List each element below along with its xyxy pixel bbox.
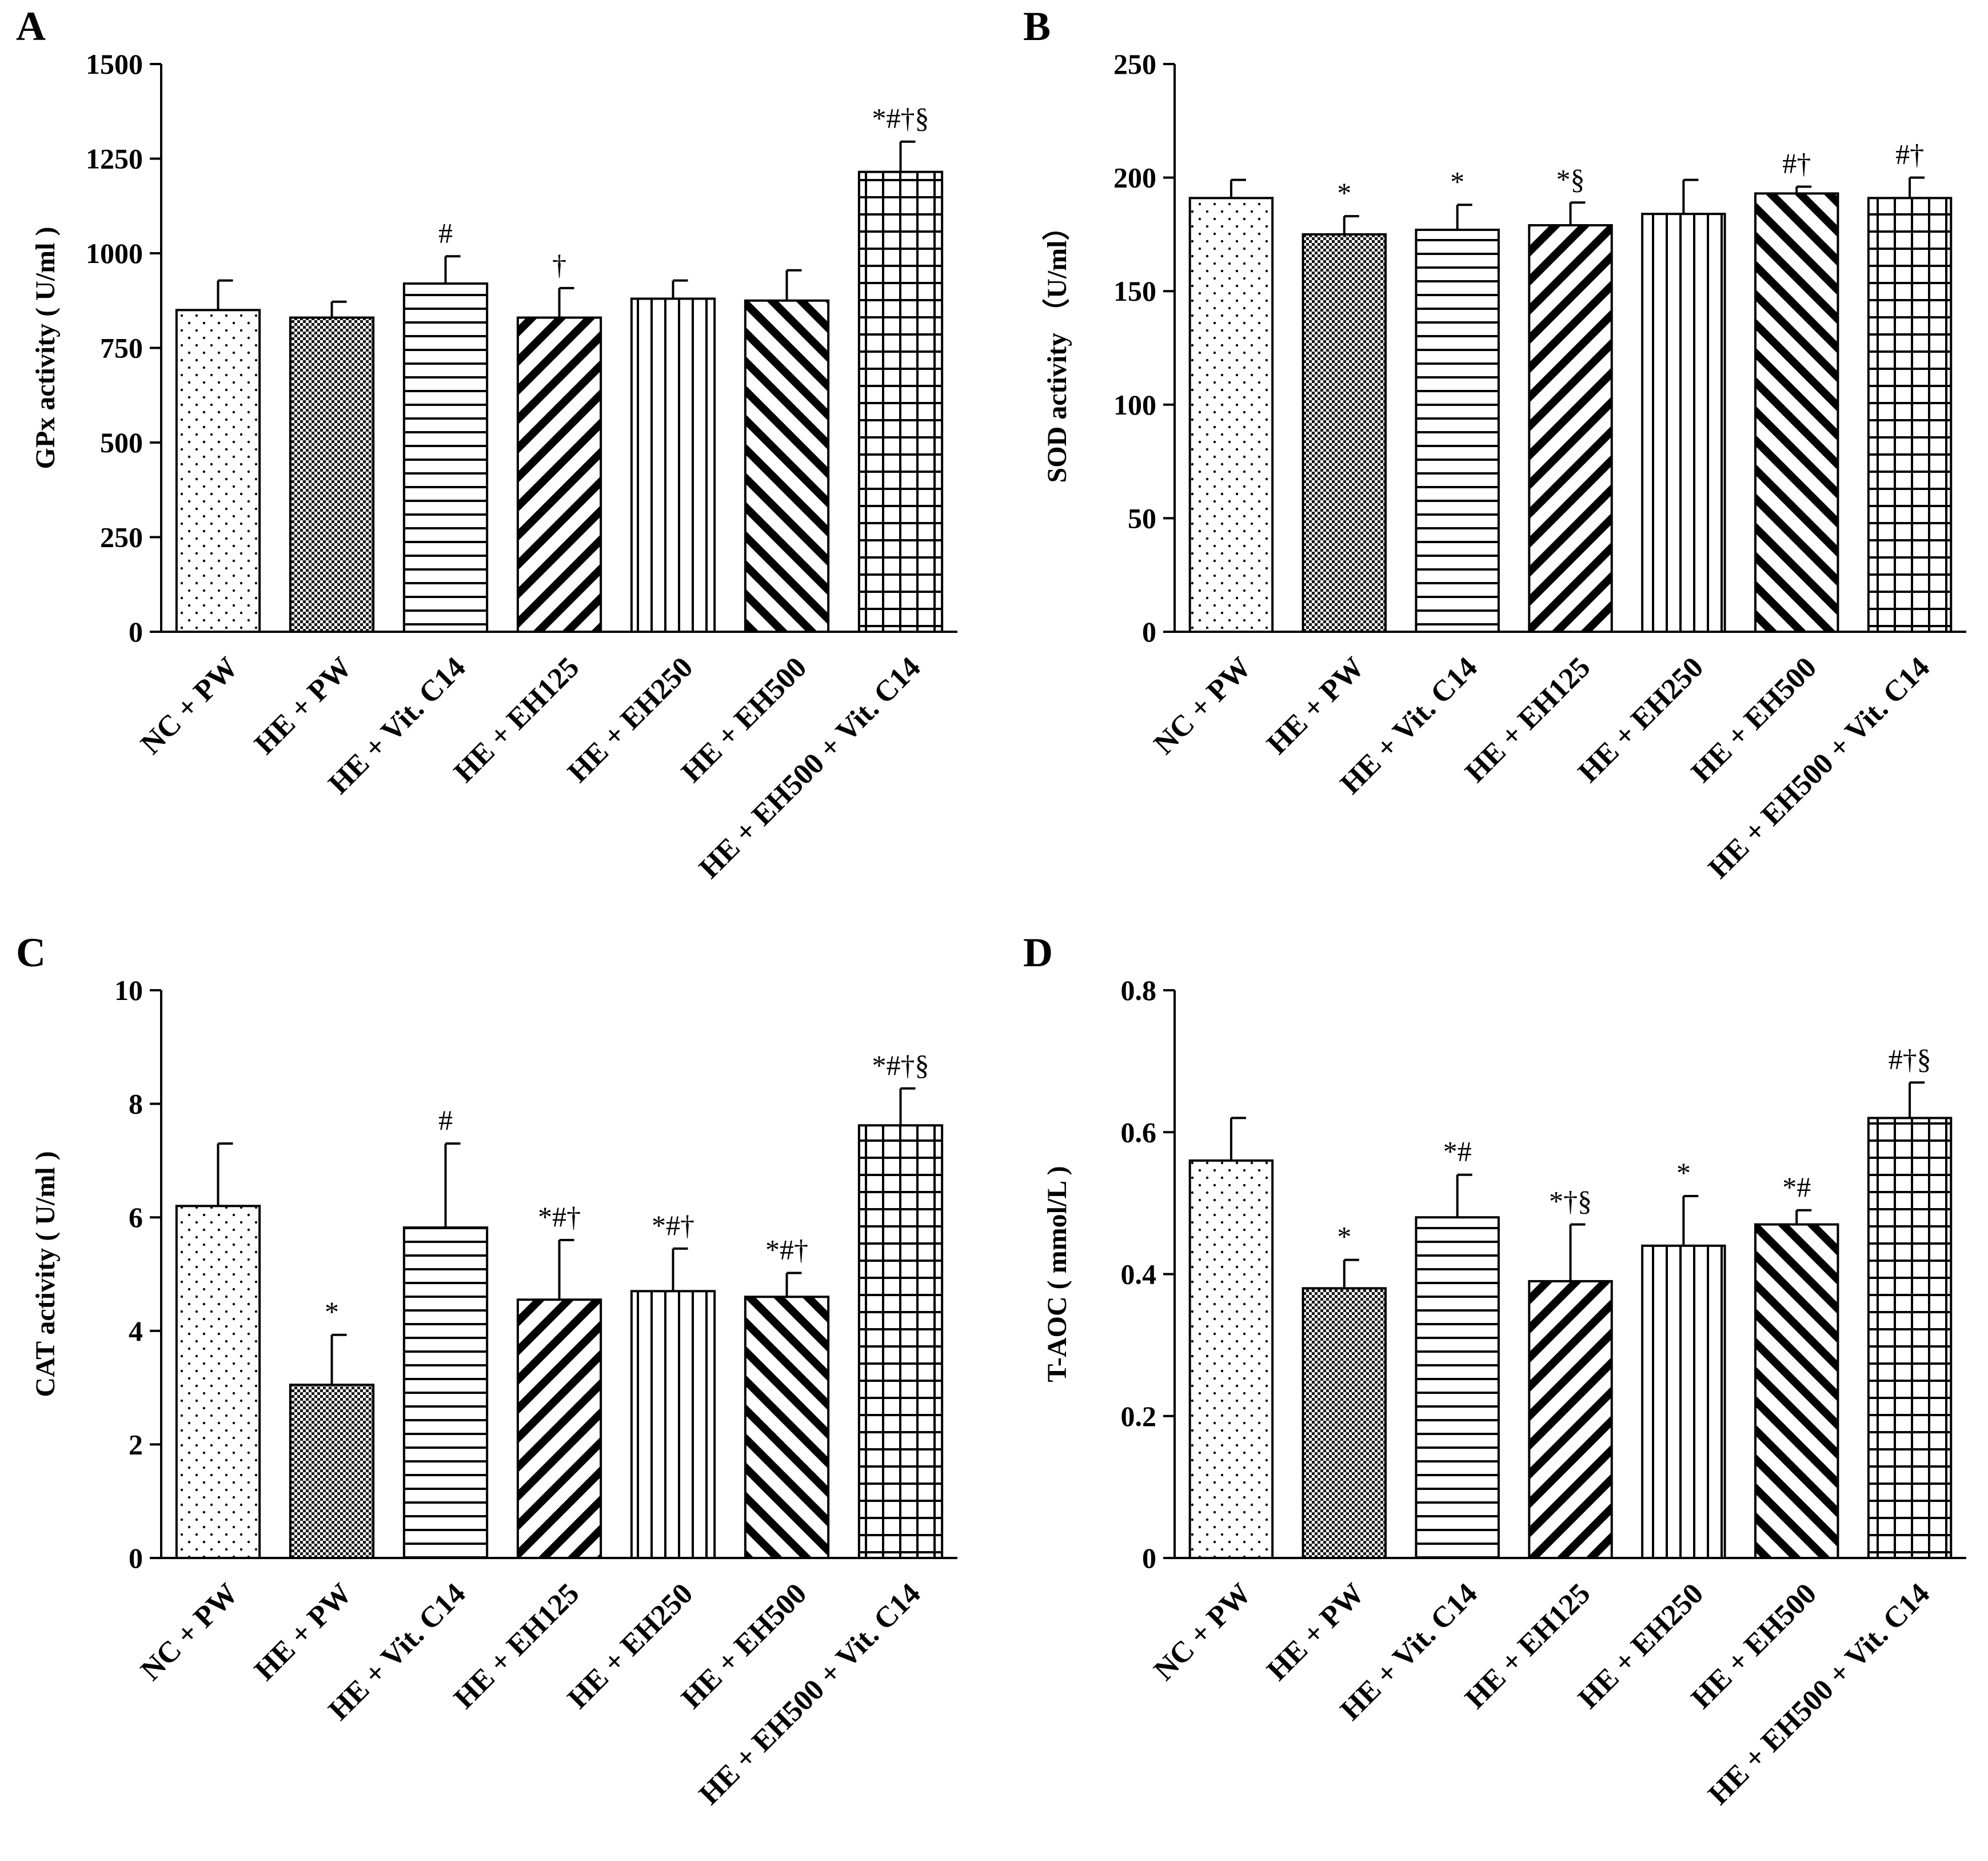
- panel-c-significance-label: *#†: [538, 1201, 581, 1233]
- panel-d-x-tick-label: NC + PW: [1148, 1577, 1258, 1687]
- panel-b-significance-label: #†: [1895, 138, 1924, 170]
- panel-b-significance-label: *: [1337, 177, 1351, 209]
- panel-b-y-tick-label: 150: [1113, 275, 1156, 307]
- panel-c-y-tick-label: 0: [129, 1542, 143, 1574]
- panel-d-significance-label: *†§: [1549, 1185, 1592, 1217]
- panel-b-bar: [1415, 228, 1500, 633]
- panel-b-x-tick-label: HE + PW: [1261, 651, 1371, 761]
- panel-c-bar: [516, 1298, 602, 1560]
- panel-c-y-tick-label: 2: [129, 1428, 143, 1460]
- panel-a-y-tick-label: 0: [129, 616, 143, 648]
- panel-b-y-tick-label: 250: [1113, 48, 1156, 80]
- panel-a-y-tick-label: 1000: [86, 237, 143, 269]
- panel-a-y-tick-label: 500: [100, 427, 143, 459]
- panel-d-bar: [1867, 1117, 1953, 1560]
- panel-a-x-tick-label: HE + EH500 + Vit. C14: [693, 651, 927, 885]
- panel-b-significance-label: *§: [1556, 163, 1585, 195]
- panel-a-bar: [289, 316, 375, 633]
- panel-a-letter: A: [16, 3, 46, 49]
- panel-b-bar: [1188, 197, 1274, 633]
- panel-a-y-tick-label: 750: [100, 332, 143, 364]
- panel-a-significance-label: *#†§: [872, 102, 929, 134]
- panel-a-bar: [857, 170, 944, 633]
- panel-b-y-tick-label: 50: [1128, 502, 1156, 534]
- panel-d-x-tick-label: HE + EH500 + Vit. C14: [1702, 1577, 1936, 1811]
- panel-d-significance-label: *: [1337, 1221, 1351, 1253]
- panel-d-y-tick-label: 0.6: [1121, 1116, 1157, 1148]
- panel-a-y-axis-label: GPx activity ( U/ml ): [30, 227, 61, 469]
- panel-a-bar: [402, 282, 489, 633]
- panel-d-y-tick-label: 0.8: [1121, 974, 1157, 1006]
- panel-b-y-axis-label: SOD activity （U/ml）: [1042, 213, 1072, 483]
- panel-b-bar: [1641, 213, 1726, 633]
- panel-b-letter: B: [1023, 3, 1051, 49]
- panel-c-bar: [744, 1296, 830, 1559]
- panel-c-bar: [402, 1226, 489, 1559]
- panel-a-bar: [516, 316, 602, 633]
- panel-b-bar: [1867, 197, 1953, 633]
- panel-d-bar: [1641, 1244, 1726, 1560]
- panel-b-bar: [1528, 224, 1613, 633]
- panel-b-significance-label: #†: [1782, 147, 1811, 179]
- panel-d-significance-label: *: [1676, 1157, 1691, 1189]
- panel-c-y-axis-label: CAT activity ( U/ml ): [30, 1151, 61, 1397]
- panel-c-significance-label: #: [438, 1104, 453, 1136]
- panel-c-bar: [175, 1205, 261, 1560]
- panel-a-significance-label: #: [438, 217, 453, 249]
- panel-d-bar: [1302, 1287, 1387, 1559]
- panel-a-bar: [744, 299, 830, 633]
- panel-b-x-tick-label: HE + EH500 + Vit. C14: [1702, 651, 1936, 885]
- panel-b-sod-chart: B 0 50 100 150 200 250 SOD activity （U/ml） NC +…: [1023, 3, 1966, 885]
- panel-c-y-tick-label: 8: [129, 1088, 143, 1120]
- panel-c-x-tick-label: HE + PW: [248, 1577, 358, 1687]
- panel-c-significance-label: *#†§: [872, 1049, 929, 1081]
- panel-d-x-tick-label: HE + PW: [1261, 1577, 1371, 1687]
- panel-a-significance-label: †: [552, 249, 566, 281]
- panel-c-x-tick-label: HE + EH500 + Vit. C14: [693, 1577, 927, 1811]
- panel-a-y-tick-label: 1250: [86, 143, 143, 175]
- panel-a-x-tick-label: NC + PW: [134, 651, 244, 761]
- panel-c-bar: [857, 1124, 944, 1559]
- panel-d-y-axis-label: T-AOC ( mmol/L ): [1042, 1166, 1072, 1382]
- panel-b-significance-label: *: [1450, 165, 1464, 197]
- panel-d-bar: [1754, 1223, 1839, 1560]
- panel-c-significance-label: *#†: [765, 1234, 808, 1266]
- panel-c-y-tick-label: 10: [114, 974, 143, 1006]
- panel-b-y-tick-label: 200: [1113, 162, 1156, 194]
- panel-b-bar: [1754, 192, 1839, 633]
- panel-c-cat-chart: C 0 2 4 6 8 10 CAT activity ( U/ml ) NC + PW * HE…: [16, 930, 957, 1811]
- panel-d-bar: [1188, 1159, 1274, 1559]
- panel-d-significance-label: *#: [1782, 1171, 1811, 1203]
- panel-a-bar: [175, 309, 261, 633]
- panel-a-gpx-chart: A 0 250 500 750 1000 1250 1500 GPx activity ( U…: [16, 3, 957, 885]
- panel-d-y-tick-label: 0.2: [1121, 1400, 1157, 1432]
- panel-c-bar: [289, 1384, 375, 1559]
- panel-c-x-tick-label: NC + PW: [134, 1577, 244, 1687]
- panel-d-significance-label: *#: [1443, 1135, 1472, 1167]
- panel-c-bar: [630, 1290, 716, 1560]
- panel-c-y-tick-label: 6: [129, 1201, 143, 1233]
- panel-a-y-tick-label: 250: [100, 521, 143, 553]
- panel-b-y-tick-label: 0: [1142, 616, 1156, 648]
- panel-d-significance-label: #†§: [1889, 1043, 1931, 1075]
- panel-b-x-tick-label: NC + PW: [1148, 651, 1258, 761]
- panel-c-letter: C: [16, 930, 46, 975]
- panel-a-bar: [630, 297, 716, 633]
- panel-b-y-tick-label: 100: [1113, 389, 1156, 421]
- panel-c-y-tick-label: 4: [129, 1315, 143, 1347]
- panel-d-bar: [1528, 1280, 1613, 1560]
- panel-c-significance-label: *#†: [652, 1209, 694, 1241]
- panel-b-bar: [1302, 233, 1387, 633]
- panel-d-y-tick-label: 0: [1142, 1542, 1156, 1574]
- panel-c-significance-label: *: [325, 1296, 339, 1328]
- panel-a-x-tick-label: HE + PW: [248, 651, 358, 761]
- panel-d-taoc-chart: D 0 0.2 0.4 0.6 0.8 T-AOC ( mmol/L ) NC + PW * H…: [1023, 930, 1966, 1811]
- panel-d-y-tick-label: 0.4: [1121, 1258, 1157, 1290]
- panel-d-bar: [1415, 1216, 1500, 1559]
- panel-d-letter: D: [1023, 930, 1053, 975]
- panel-a-y-tick-label: 1500: [86, 48, 143, 80]
